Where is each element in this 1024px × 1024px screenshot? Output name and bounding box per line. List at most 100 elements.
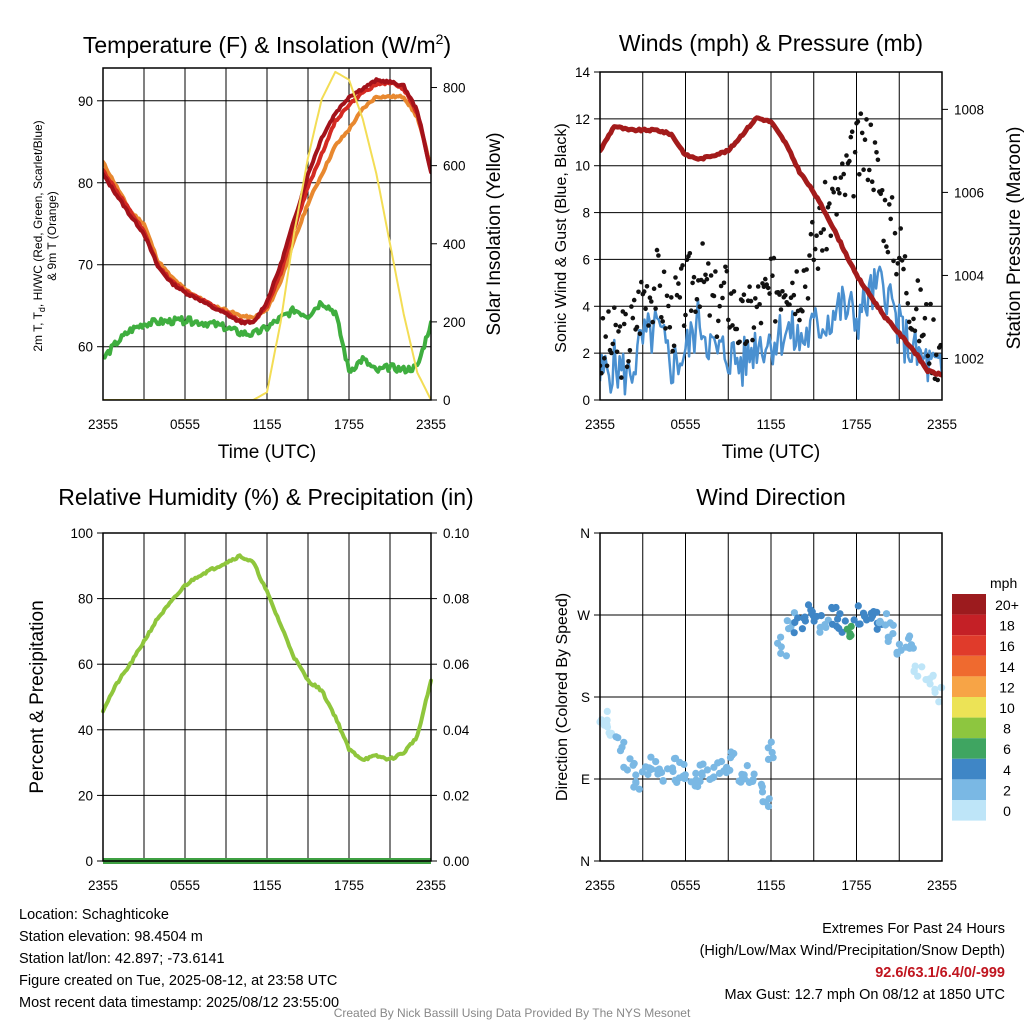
x-tick-label: 2355	[416, 417, 446, 432]
gust-point	[800, 308, 805, 314]
y-tick-label: 14	[575, 65, 591, 80]
direction-point	[829, 605, 837, 613]
gust-point	[612, 305, 617, 311]
series-group	[103, 70, 431, 400]
gust-point	[770, 273, 775, 279]
direction-point	[935, 698, 943, 706]
gust-point	[604, 363, 610, 369]
x-tick-label: 0555	[670, 417, 700, 432]
gust-point	[831, 189, 836, 195]
gust-point	[928, 301, 933, 307]
legend-label: 12	[999, 679, 1015, 695]
x-tick-label: 1155	[756, 417, 785, 432]
gust-point	[701, 279, 707, 285]
gust-point	[865, 177, 871, 183]
series-group	[600, 111, 942, 396]
station-latlon: Station lat/lon: 42.897; -73.6141	[19, 951, 225, 967]
gust-point	[889, 195, 895, 200]
gust-point	[617, 324, 623, 329]
y-tick-label: 10	[575, 159, 590, 174]
direction-point	[692, 769, 700, 778]
gust-point	[676, 281, 681, 286]
y2-tick-label: 600	[443, 159, 466, 174]
gust-point	[848, 134, 854, 140]
y-tick-label: 0	[85, 854, 93, 869]
gust-point	[849, 129, 855, 134]
gust-point	[748, 298, 754, 304]
gust-point	[649, 299, 654, 304]
gust-point	[898, 226, 903, 231]
gust-point	[718, 283, 724, 289]
y-axis-label: Percent & Precipitation	[27, 600, 48, 793]
direction-point	[717, 757, 726, 766]
gust-point	[841, 171, 846, 177]
legend-swatch	[952, 779, 986, 800]
direction-point	[698, 771, 706, 780]
gust-point	[720, 295, 725, 301]
gust-point	[677, 295, 683, 300]
direction-point	[836, 610, 844, 618]
gust-point	[925, 353, 931, 359]
gust-point	[901, 266, 906, 272]
direction-point	[774, 639, 782, 647]
gust-point	[835, 187, 841, 192]
x-tick-label: 0555	[670, 878, 700, 893]
y-tick-label: 0	[582, 393, 590, 408]
direction-point	[850, 616, 858, 624]
gust-point	[730, 323, 735, 328]
gust-point	[660, 319, 665, 324]
gust-point	[646, 323, 651, 328]
y2-tick-label: 1006	[954, 185, 984, 200]
panel-2: 2355 0555 1155 1755 2355 0 2 4 6 8 10 12 14 1002 1004 1…	[553, 30, 1024, 463]
x-tick-label: 2355	[416, 878, 446, 893]
legend-swatch	[952, 655, 986, 677]
gust-point	[834, 212, 839, 217]
y-tick-label: 4	[582, 299, 590, 314]
y2-tick-label: 0.04	[443, 723, 470, 738]
gust-point	[855, 119, 861, 124]
speed-legend: mph 20+ 18 16 14 12 10 8 6 4 2 0	[952, 575, 1019, 821]
x-tick-label: 1755	[334, 417, 364, 432]
legend-label: 14	[999, 659, 1015, 675]
direction-point	[870, 608, 878, 616]
legend-label: 2	[1003, 782, 1011, 798]
gust-point	[887, 202, 892, 207]
gust-point	[731, 289, 737, 294]
y2-tick-label: 1008	[954, 102, 984, 117]
direction-point	[791, 618, 799, 627]
direction-point	[629, 761, 637, 769]
gust-point	[847, 158, 852, 164]
gust-point	[697, 304, 703, 310]
gust-point	[708, 273, 714, 278]
y-axis-label: Direction (Colored By Speed)	[554, 593, 571, 801]
gust-point	[810, 219, 815, 225]
legend-label: 16	[999, 638, 1015, 654]
gust-point	[814, 233, 819, 238]
chart-title: Temperature (F) & Insolation (W/m2)	[83, 31, 451, 58]
direction-point	[646, 764, 654, 773]
gust-point	[891, 258, 896, 264]
x-tick-label: 2355	[585, 878, 615, 893]
direction-point	[841, 617, 849, 625]
direction-point	[764, 744, 772, 752]
meteogram-figure: 2355 0555 1155 1755 235560708090020040060080…	[27, 30, 1024, 893]
gust-point	[704, 276, 710, 282]
direction-point	[859, 609, 868, 617]
gust-point	[693, 309, 698, 315]
gust-point	[851, 194, 856, 199]
x-tick-label: 1155	[756, 878, 785, 893]
gust-point	[631, 297, 637, 303]
gust-point	[805, 296, 811, 301]
gust-point	[663, 326, 668, 331]
gust-point	[778, 307, 784, 312]
gust-point	[691, 274, 697, 280]
direction-point	[867, 614, 875, 622]
direction-point	[910, 668, 918, 676]
gust-point	[627, 348, 633, 353]
direction-point	[749, 776, 757, 784]
extremes-title: Extremes For Past 24 Hours	[822, 921, 1005, 937]
direction-point	[647, 753, 655, 761]
direction-point	[834, 615, 842, 623]
gust-point	[610, 341, 616, 347]
gust-point	[753, 296, 758, 301]
